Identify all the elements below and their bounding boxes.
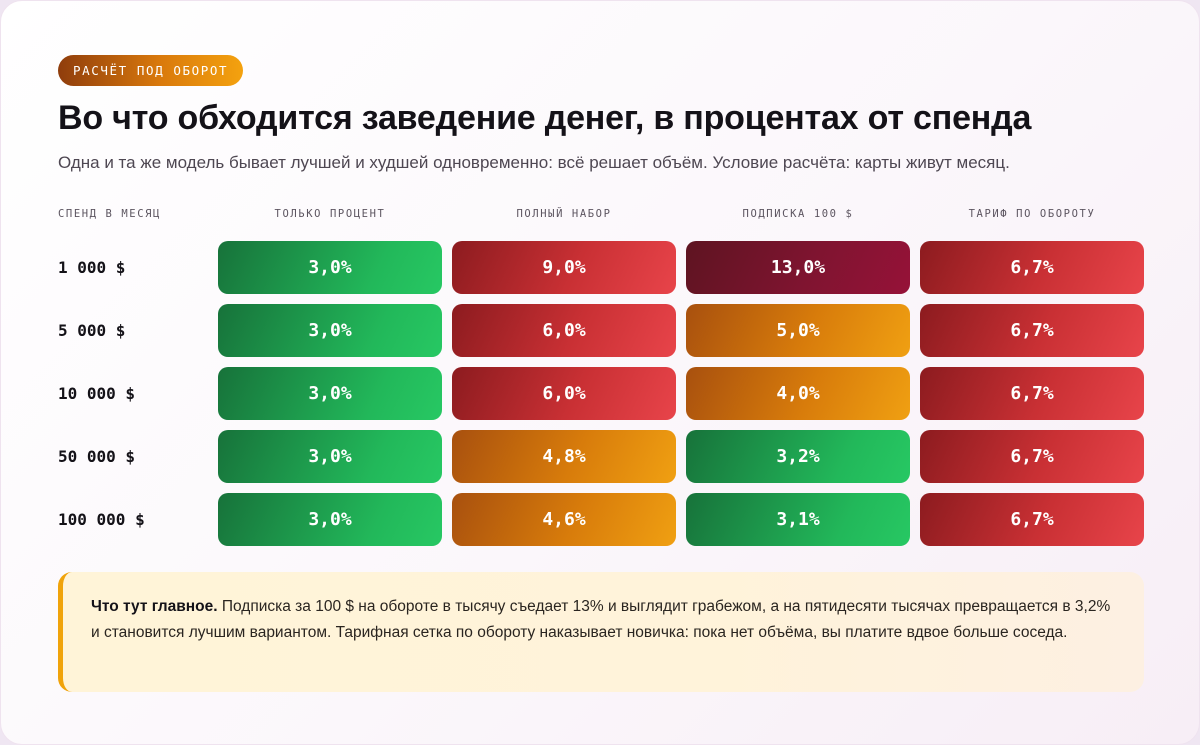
value-cell: 6,0% bbox=[452, 304, 676, 357]
callout-lead: Что тут главное. bbox=[91, 598, 218, 615]
value-cell: 4,8% bbox=[452, 430, 676, 483]
page-subtitle: Одна и та же модель бывает лучшей и худш… bbox=[58, 153, 1010, 172]
row-header: СПЕНД В МЕСЯЦ bbox=[58, 208, 161, 220]
value-cell: 3,2% bbox=[686, 430, 910, 483]
value-cell: 3,0% bbox=[218, 304, 442, 357]
value-cell: 4,0% bbox=[686, 367, 910, 420]
column-header: ПОЛНЫЙ НАБОР bbox=[516, 208, 612, 220]
column-header: ТОЛЬКО ПРОЦЕНТ bbox=[274, 208, 386, 220]
value-cell: 4,6% bbox=[452, 493, 676, 546]
value-cell: 6,7% bbox=[920, 493, 1144, 546]
column-header: ПОДПИСКА 100 $ bbox=[742, 208, 854, 220]
row-label: 100 000 $ bbox=[58, 510, 145, 529]
value-cell: 3,0% bbox=[218, 367, 442, 420]
value-cell: 6,7% bbox=[920, 304, 1144, 357]
value-cell: 9,0% bbox=[452, 241, 676, 294]
value-cell: 6,7% bbox=[920, 430, 1144, 483]
category-tag: РАСЧЁТ ПОД ОБОРОТ bbox=[58, 55, 244, 86]
column-header: ТАРИФ ПО ОБОРОТУ bbox=[968, 208, 1096, 220]
value-cell: 6,7% bbox=[920, 367, 1144, 420]
row-label: 1 000 $ bbox=[58, 258, 126, 277]
row-label: 50 000 $ bbox=[58, 447, 136, 466]
page-title: Во что обходится заведение денег, в проц… bbox=[58, 99, 1032, 137]
value-cell: 5,0% bbox=[686, 304, 910, 357]
value-cell: 13,0% bbox=[686, 241, 910, 294]
value-cell: 3,1% bbox=[686, 493, 910, 546]
callout-text: Подписка за 100 $ на обороте в тысячу съ… bbox=[91, 598, 1111, 641]
value-cell: 3,0% bbox=[218, 493, 442, 546]
value-cell: 6,0% bbox=[452, 367, 676, 420]
value-cell: 6,7% bbox=[920, 241, 1144, 294]
row-label: 10 000 $ bbox=[58, 384, 136, 403]
callout-note: Что тут главное. Подписка за 100 $ на об… bbox=[58, 572, 1144, 692]
value-cell: 3,0% bbox=[218, 430, 442, 483]
row-label: 5 000 $ bbox=[58, 321, 126, 340]
value-cell: 3,0% bbox=[218, 241, 442, 294]
